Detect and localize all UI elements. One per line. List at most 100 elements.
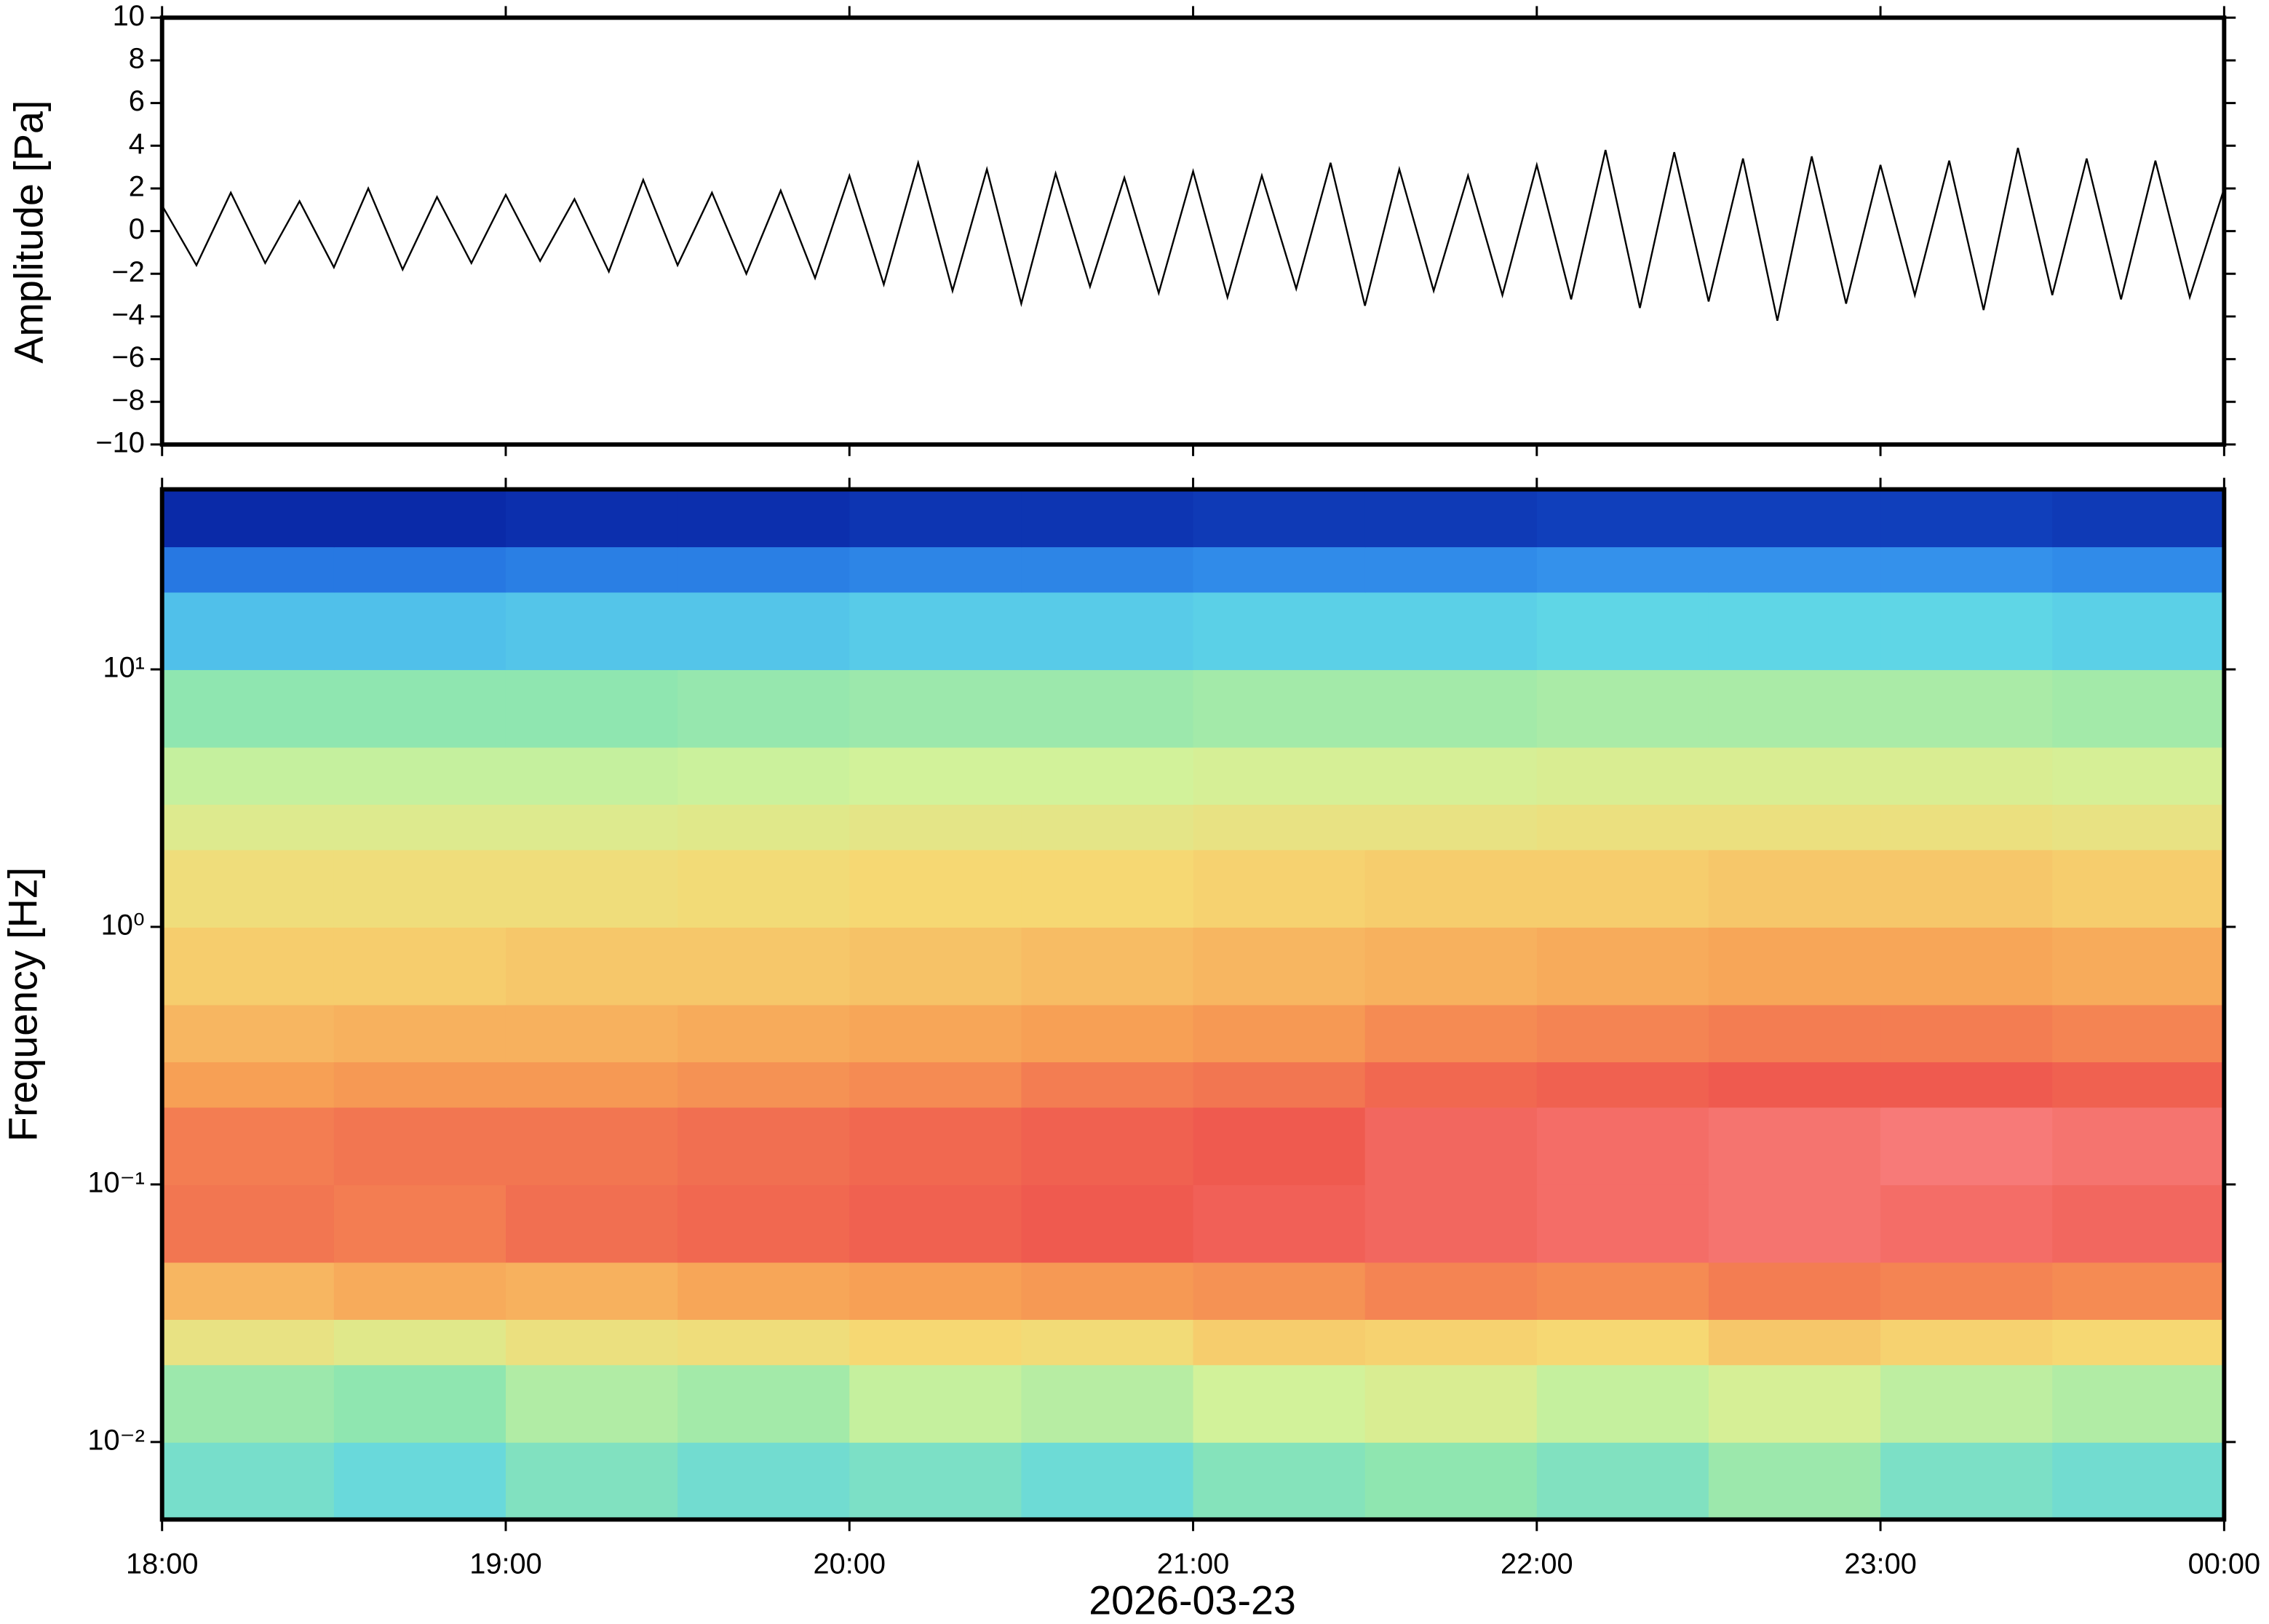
spectrogram-cell [1193, 1061, 1366, 1108]
spectrogram-cell [1021, 1184, 1194, 1263]
y-tick-label: 10⁰ [101, 909, 145, 941]
spectrogram-cell [1708, 804, 1882, 851]
spectrogram-cell [1021, 546, 1194, 593]
y-axis-title: Frequency [Hz] [0, 867, 45, 1142]
spectrogram-cell [333, 926, 506, 1006]
spectrogram-cell [1536, 669, 1709, 748]
spectrogram-cell [2052, 1262, 2225, 1320]
spectrogram-cell [1880, 747, 2054, 805]
spectrogram-cell [1536, 546, 1709, 593]
spectrogram-cell [2052, 592, 2225, 670]
spectrogram-cell [1021, 1364, 1194, 1443]
spectrogram-cell [505, 804, 679, 851]
spectrogram-cell [1708, 1004, 1882, 1062]
spectrogram-cell [1708, 1441, 1882, 1521]
spectrogram-cell [1708, 489, 1882, 548]
spectrogram-cell [1708, 1318, 1882, 1366]
spectrogram-cell [1193, 546, 1366, 593]
spectrogram-cell [1880, 926, 2054, 1006]
spectrogram-cell [1536, 747, 1709, 805]
spectrogram-cell [1193, 804, 1366, 851]
spectrogram-cell [2052, 1441, 2225, 1521]
y-tick-label: 10⁻¹ [87, 1166, 144, 1198]
spectrogram-cell [1364, 669, 1538, 748]
spectrogram-cell [1364, 1262, 1538, 1320]
spectrogram-cell [1193, 849, 1366, 928]
spectrogram-cell [1021, 1061, 1194, 1108]
y-tick-label: 2 [129, 170, 145, 202]
spectrogram-cell [505, 747, 679, 805]
spectrogram-cell [1536, 1318, 1709, 1366]
spectrogram-cell [2052, 1184, 2225, 1263]
spectrogram-cell [1880, 489, 2054, 548]
spectrogram-cell [849, 546, 1022, 593]
spectrogram-cell [677, 1061, 851, 1108]
spectrogram-cell [333, 669, 506, 748]
spectrogram-cell [1708, 1184, 1882, 1263]
x-tick-label: 00:00 [2188, 1548, 2261, 1580]
spectrogram-cell [2052, 804, 2225, 851]
spectrogram-cell [162, 1318, 335, 1366]
spectrogram-cell [849, 747, 1022, 805]
spectrogram-cell [849, 1262, 1022, 1320]
spectrogram-cell [2052, 849, 2225, 928]
spectrogram-cell [333, 849, 506, 928]
spectrogram-cell [505, 1061, 679, 1108]
spectrogram-cell [1880, 1441, 2054, 1521]
spectrogram-cell [505, 926, 679, 1006]
spectrogram-cell [333, 1004, 506, 1062]
spectrogram-cell [677, 849, 851, 928]
spectrogram-cell [1021, 1004, 1194, 1062]
spectrogram-cell [1536, 489, 1709, 548]
spectrogram-cell [1364, 546, 1538, 593]
spectrogram-cell [1536, 1004, 1709, 1062]
spectrogram-cell [1364, 1061, 1538, 1108]
spectrogram-cell [2052, 747, 2225, 805]
spectrogram-cell [1536, 1107, 1709, 1185]
spectrogram-cell [1536, 1184, 1709, 1263]
spectrogram-cell [1708, 747, 1882, 805]
spectrogram-cell [849, 489, 1022, 548]
spectrogram-cell [505, 1441, 679, 1521]
spectrogram-cell [162, 489, 335, 548]
spectrogram-cell [1364, 926, 1538, 1006]
y-tick-label: −4 [112, 298, 145, 330]
y-tick-label: 8 [129, 42, 145, 74]
spectrogram-cell [1364, 1441, 1538, 1521]
spectrogram-cell [1021, 1107, 1194, 1185]
spectrogram-cell [333, 489, 506, 548]
spectrogram-cell [849, 1318, 1022, 1366]
spectrogram-cell [1880, 849, 2054, 928]
spectrogram-cell [1193, 1441, 1366, 1521]
spectrogram-cell [2052, 1061, 2225, 1108]
spectrogram-cell [505, 1004, 679, 1062]
spectrogram-cell [162, 849, 335, 928]
spectrogram-cell [677, 1184, 851, 1263]
spectrogram-cell [1364, 489, 1538, 548]
spectrogram-cell [1708, 546, 1882, 593]
x-tick-label: 22:00 [1501, 1548, 1573, 1580]
spectrogram-cell [1880, 1184, 2054, 1263]
spectrogram-cell [162, 926, 335, 1006]
spectrogram-cell [677, 1004, 851, 1062]
spectrogram-cell [1880, 546, 2054, 593]
spectrogram-cell [333, 1318, 506, 1366]
y-tick-label: 4 [129, 128, 145, 160]
y-tick-label: 6 [129, 85, 145, 117]
y-tick-label: −6 [112, 341, 145, 373]
spectrogram-cell [849, 1441, 1022, 1521]
x-tick-label: 18:00 [126, 1548, 199, 1580]
spectrogram-cell [162, 1107, 335, 1185]
spectrogram-cell [1021, 592, 1194, 670]
spectrogram-cell [1364, 1004, 1538, 1062]
spectrogram-cell [849, 1107, 1022, 1185]
spectrogram-cell [505, 1107, 679, 1185]
spectrogram-cell [1021, 926, 1194, 1006]
spectrogram-cell [1880, 1061, 2054, 1108]
spectrogram-cell [505, 1262, 679, 1320]
spectrogram-cell [849, 592, 1022, 670]
spectrogram-cell [1708, 1107, 1882, 1185]
spectrogram-cell [1536, 592, 1709, 670]
spectrogram-cell [333, 1061, 506, 1108]
spectrogram-cell [2052, 546, 2225, 593]
